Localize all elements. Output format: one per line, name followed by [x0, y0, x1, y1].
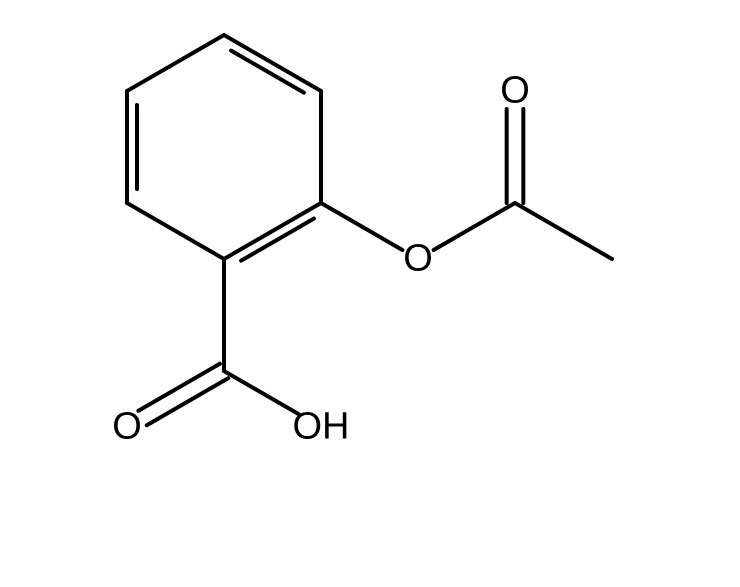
atom-label-o: O: [500, 70, 530, 113]
bond: [147, 378, 228, 425]
molecule-canvas: [0, 0, 740, 587]
bonds-group: [127, 35, 612, 425]
bond: [127, 35, 224, 91]
atom-label-o: O: [112, 406, 142, 449]
bond: [321, 203, 402, 250]
bond: [127, 203, 224, 259]
atom-label-oh: OH: [293, 406, 350, 449]
bond: [231, 51, 304, 93]
bond: [224, 371, 298, 414]
bond: [241, 219, 314, 261]
bond: [434, 203, 515, 250]
bond: [224, 203, 321, 259]
bond: [515, 203, 612, 259]
bond: [224, 35, 321, 91]
atom-label-o: O: [403, 238, 433, 281]
bond: [138, 364, 219, 411]
